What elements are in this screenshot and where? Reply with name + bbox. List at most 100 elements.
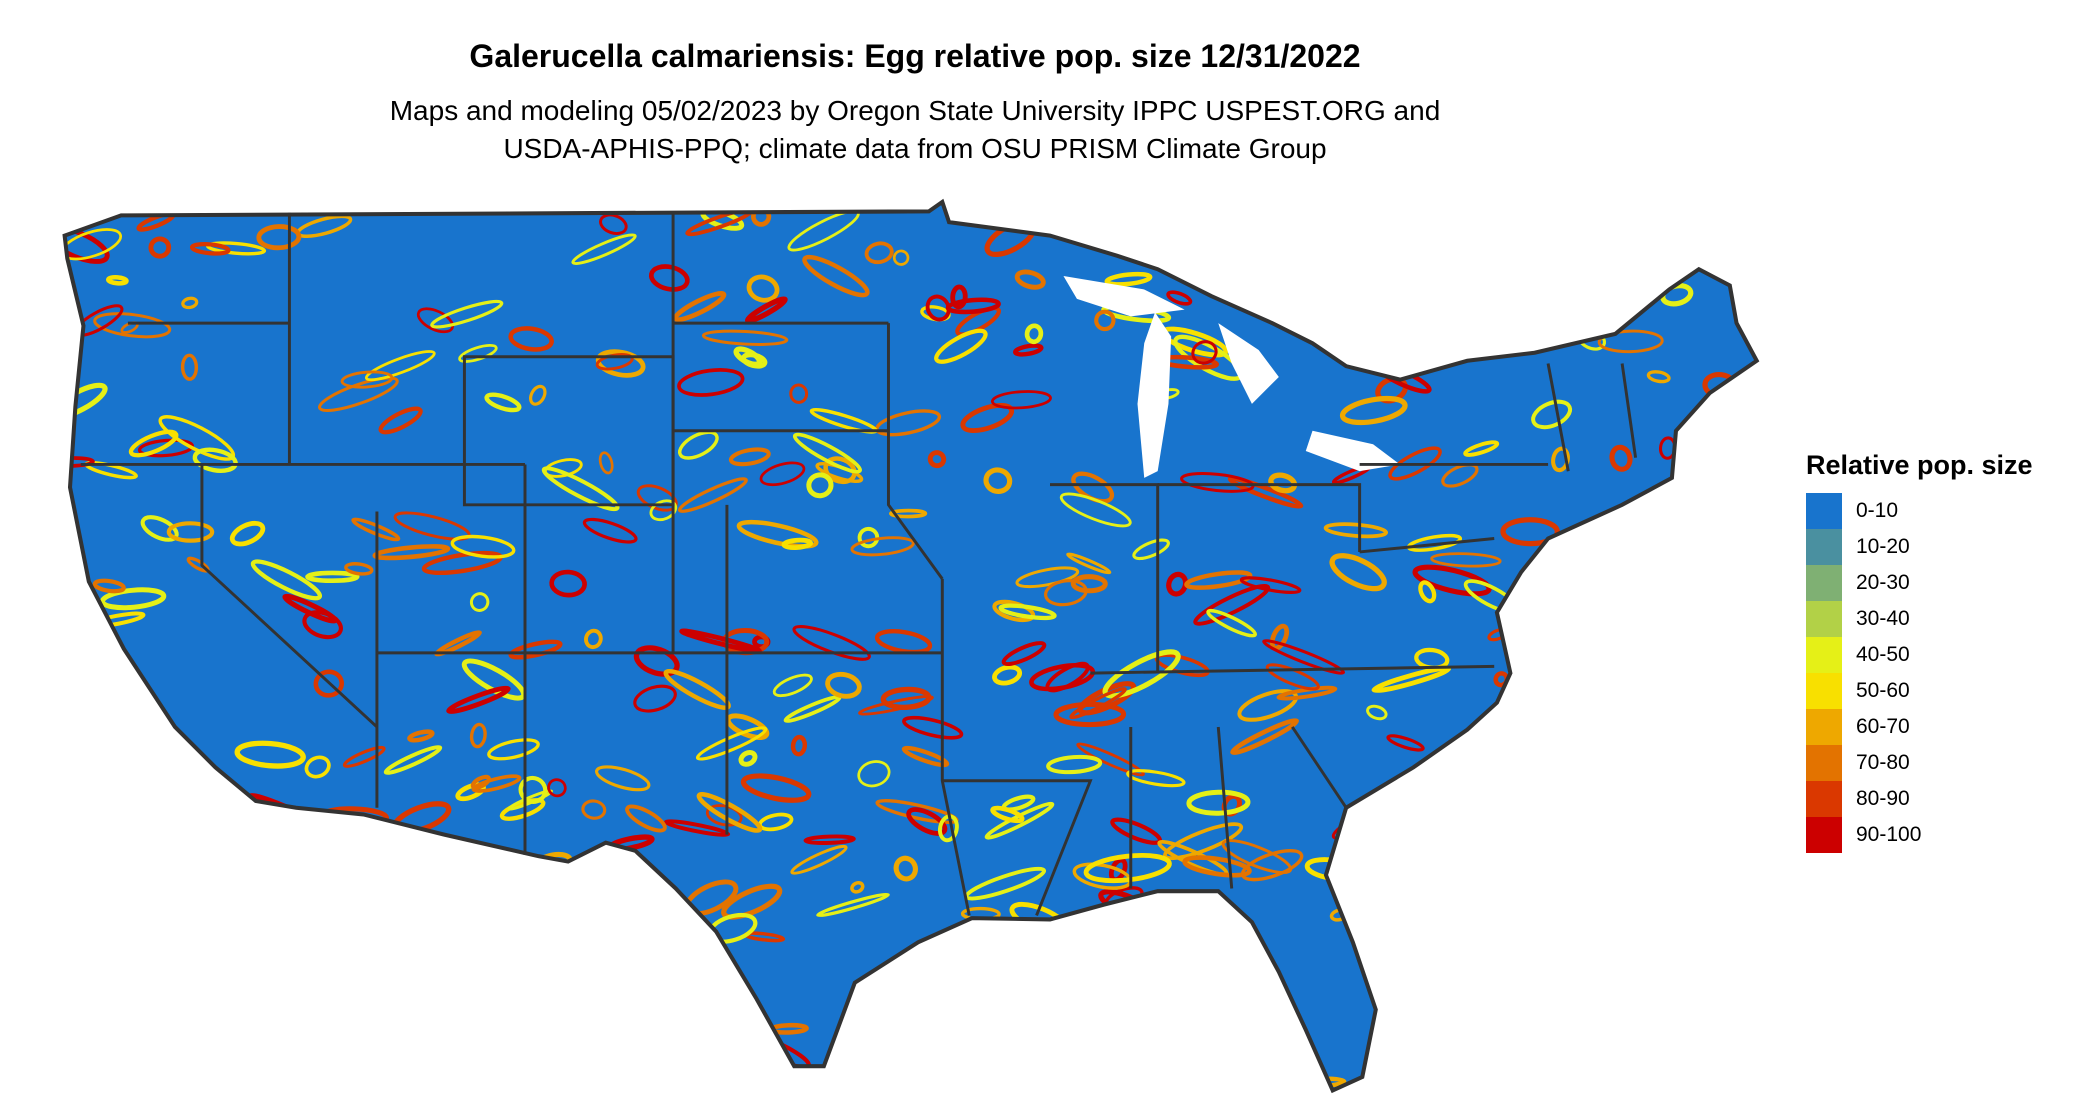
hotspot [577, 861, 659, 905]
hotspot [582, 517, 638, 544]
hotspot [635, 1043, 706, 1078]
hotspot [92, 578, 126, 594]
legend-swatch [1806, 781, 1842, 817]
hotspot [1696, 623, 1726, 634]
hotspot [1432, 1017, 1494, 1040]
hotspot [584, 628, 603, 650]
hotspot [1059, 492, 1132, 528]
hotspot [1607, 768, 1680, 808]
hotspot [1076, 742, 1145, 777]
hotspot [1634, 814, 1701, 855]
hotspot [1070, 574, 1108, 594]
legend-label: 80-90 [1856, 787, 1910, 810]
hotspot [377, 859, 437, 880]
hotspot [1126, 769, 1186, 788]
hotspot [204, 975, 248, 1003]
hotspot [218, 1041, 305, 1081]
legend-swatch [1806, 709, 1842, 745]
hotspot [912, 1048, 939, 1068]
hotspot [934, 328, 988, 364]
hotspot [649, 499, 678, 522]
hotspot [1024, 323, 1044, 345]
hotspot [950, 284, 968, 310]
hotspot [148, 236, 172, 259]
hotspot [1568, 1034, 1599, 1062]
hotspot [895, 949, 976, 984]
hotspot [581, 799, 607, 820]
hotspot [1468, 1039, 1544, 1062]
hotspot [1430, 793, 1472, 820]
hotspot [746, 274, 780, 303]
hotspot [1147, 1049, 1184, 1077]
legend-label: 20-30 [1856, 571, 1910, 594]
hotspot [803, 834, 856, 845]
legend-swatch [1806, 529, 1842, 565]
hotspot [598, 451, 614, 475]
hotspot [1371, 665, 1452, 694]
hotspot [790, 844, 848, 875]
hotspot [461, 658, 527, 701]
hotspot [1633, 976, 1717, 1013]
hotspot [1386, 734, 1425, 752]
hotspot [430, 299, 504, 329]
hotspot [372, 544, 451, 561]
legend-item: 70-80 [1806, 745, 2033, 781]
hotspot [1204, 1035, 1222, 1060]
hotspot [1237, 689, 1299, 722]
hotspot [1166, 571, 1189, 597]
hotspot [1239, 576, 1302, 595]
hotspot [866, 1070, 886, 1087]
legend-label: 40-50 [1856, 643, 1910, 666]
hotspot [414, 894, 495, 936]
hotspot [383, 745, 443, 775]
hotspot [1510, 1006, 1552, 1029]
hotspot [1646, 370, 1671, 384]
hotspot [538, 910, 619, 939]
hotspot [1576, 853, 1603, 881]
state-border [1546, 363, 1570, 472]
state-border [200, 464, 378, 729]
hotspot [864, 241, 894, 265]
hotspot [850, 881, 865, 894]
hotspot [825, 671, 862, 699]
hotspot [400, 872, 421, 887]
legend-item: 90-100 [1806, 817, 2033, 853]
hotspot [1651, 914, 1671, 929]
hotspot [1543, 652, 1579, 679]
hotspot [945, 297, 1001, 315]
hotspot [1363, 812, 1444, 845]
hotspot [541, 466, 620, 512]
legend-swatch [1806, 745, 1842, 781]
hotspot [404, 859, 481, 882]
state-border [1090, 664, 1495, 675]
hotspot [1491, 904, 1561, 948]
hotspot [146, 891, 197, 918]
hotspot [318, 376, 399, 412]
hotspot [1597, 329, 1664, 354]
hotspot [64, 1016, 100, 1041]
hotspot [166, 521, 215, 543]
hotspot [1525, 983, 1589, 1022]
hotspot [1262, 639, 1346, 675]
hotspot [816, 892, 890, 918]
state-border [1291, 726, 1348, 809]
hotspot [137, 438, 194, 458]
hotspot [635, 910, 661, 930]
hotspot [435, 988, 485, 1016]
hotspot [1045, 661, 1090, 693]
hotspot [728, 447, 771, 467]
hotspot [1221, 279, 1266, 294]
hotspot [571, 233, 637, 266]
hotspot [1563, 997, 1582, 1025]
hotspot [1551, 925, 1604, 963]
hotspot [987, 956, 1018, 973]
hotspot [1449, 959, 1497, 982]
hotspot [1565, 747, 1642, 785]
hotspot [118, 921, 146, 938]
hotspot [378, 406, 423, 435]
hotspot [369, 839, 393, 859]
hotspot [1464, 957, 1483, 982]
hotspot [950, 938, 1028, 985]
hotspot [189, 242, 231, 256]
legend: Relative pop. size 0-10 10-20 20-30 30-40 40… [1806, 450, 2033, 853]
